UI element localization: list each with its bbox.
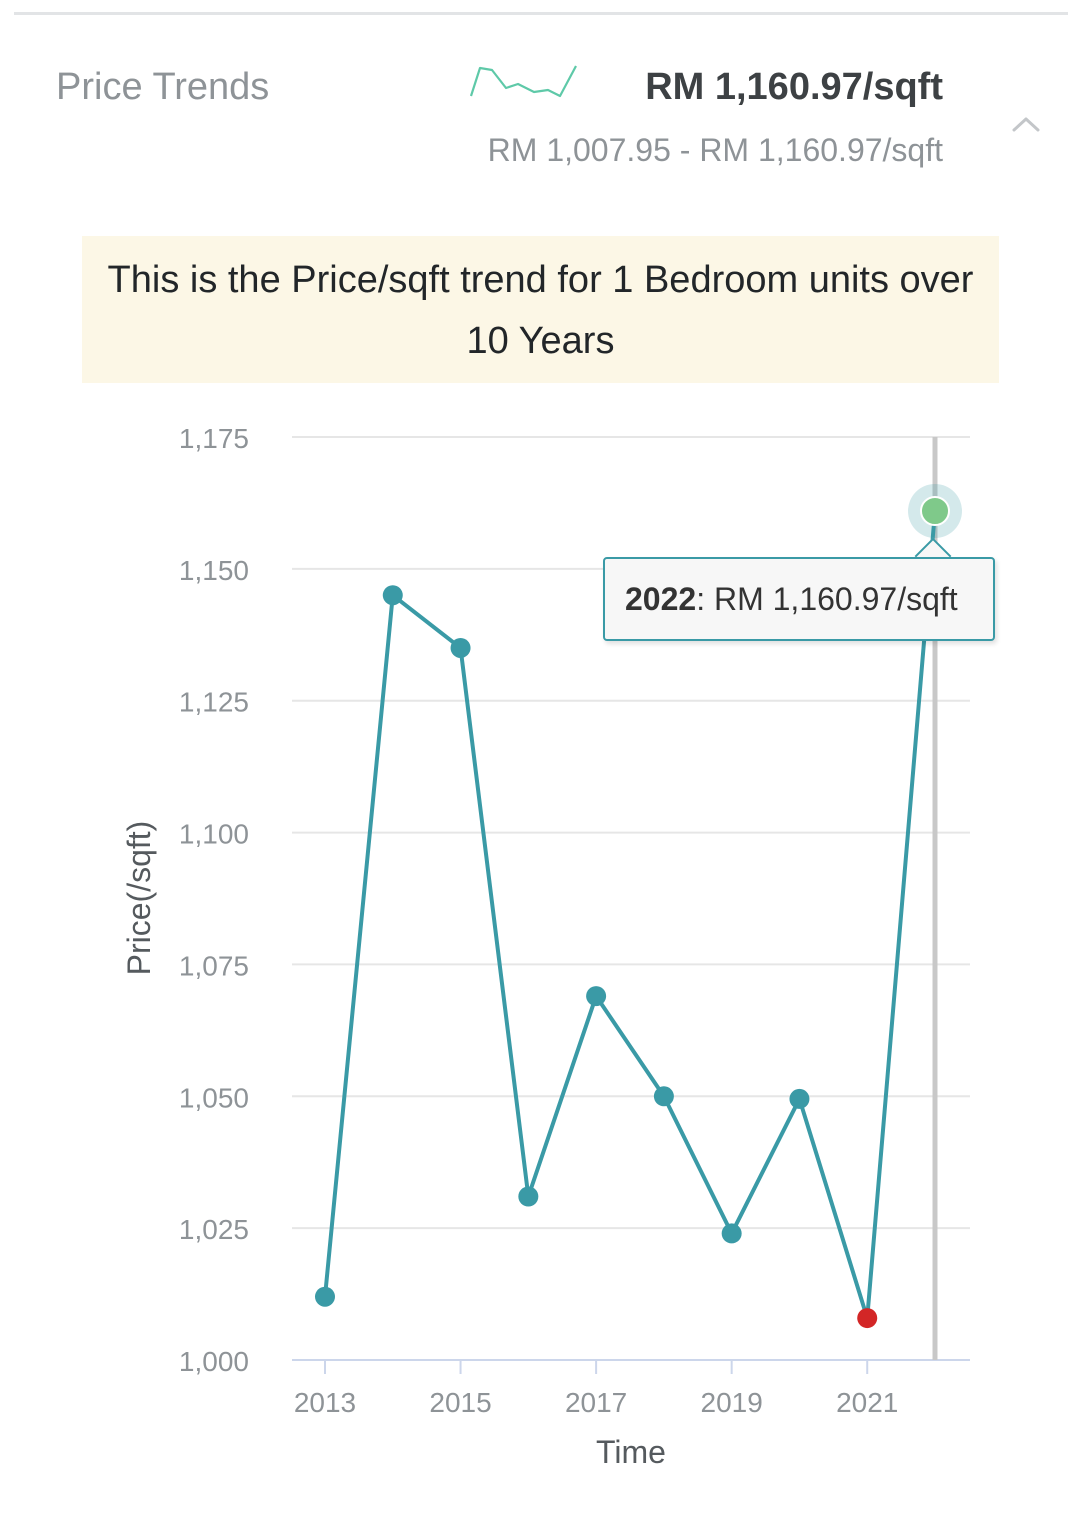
- data-point[interactable]: [653, 1086, 674, 1107]
- top-divider: [14, 12, 1068, 15]
- trend-notice: This is the Price/sqft trend for 1 Bedro…: [82, 236, 999, 383]
- x-axis-ticks: 2013 2015 2017 2019 2021: [294, 1360, 898, 1418]
- data-point[interactable]: [315, 1286, 335, 1307]
- price-range: RM 1,007.95 - RM 1,160.97/sqft: [487, 132, 943, 168]
- y-tick-label: 1,150: [179, 555, 249, 586]
- x-tick-label: 2021: [836, 1387, 898, 1418]
- y-tick-label: 1,075: [179, 950, 249, 981]
- max-data-point[interactable]: [920, 495, 950, 526]
- x-tick-label: 2019: [701, 1387, 763, 1418]
- section-title: Price Trends: [56, 66, 270, 108]
- data-point[interactable]: [586, 986, 607, 1007]
- y-tick-label: 1,000: [179, 1346, 249, 1377]
- x-tick-label: 2017: [565, 1387, 627, 1418]
- y-tick-label: 1,050: [179, 1082, 249, 1113]
- data-point[interactable]: [450, 637, 471, 658]
- x-axis-label: Time: [596, 1434, 666, 1470]
- data-point[interactable]: [789, 1088, 810, 1109]
- y-tick-label: 1,175: [179, 423, 249, 454]
- sparkline-icon: [469, 65, 577, 98]
- y-tick-label: 1,025: [179, 1214, 249, 1245]
- tooltip-value: : RM 1,160.97/sqft: [696, 581, 958, 617]
- grid-lines: [292, 436, 970, 1230]
- hover-tooltip: 2022: RM 1,160.97/sqft: [603, 557, 995, 641]
- x-tick-label: 2015: [429, 1387, 491, 1418]
- series-line: [323, 510, 937, 1321]
- x-tick-label: 2013: [294, 1387, 356, 1418]
- y-tick-label: 1,125: [179, 687, 249, 718]
- data-point[interactable]: [518, 1186, 539, 1207]
- price-trend-chart: 1,000 1,025 1,050 1,075 1,100 1,125 1,150 1,175…: [121, 423, 970, 1470]
- current-price: RM 1,160.97/sqft: [645, 66, 943, 108]
- data-point[interactable]: [382, 585, 403, 606]
- min-data-point[interactable]: [857, 1308, 878, 1329]
- chevron-up-icon[interactable]: [1010, 112, 1042, 136]
- y-axis-ticks: 1,000 1,025 1,050 1,075 1,100 1,125 1,150 1,175: [179, 423, 249, 1377]
- tooltip-year: 2022: [625, 581, 697, 617]
- y-axis-label: Price(/sqft): [121, 821, 157, 976]
- y-tick-label: 1,100: [179, 819, 249, 850]
- data-point[interactable]: [721, 1223, 742, 1244]
- data-points: [315, 483, 962, 1329]
